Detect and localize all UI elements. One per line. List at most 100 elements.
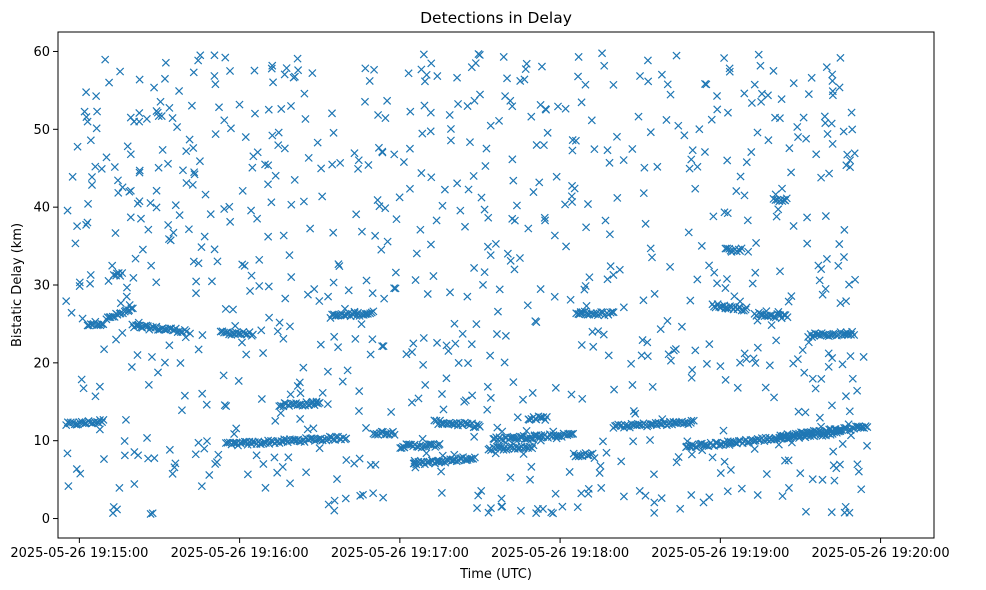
data-point bbox=[687, 490, 696, 500]
data-point bbox=[629, 406, 638, 416]
data-point bbox=[721, 304, 730, 313]
data-point bbox=[622, 422, 631, 431]
data-point bbox=[442, 374, 451, 383]
data-point bbox=[522, 59, 531, 68]
data-point bbox=[301, 114, 310, 123]
data-point bbox=[715, 302, 724, 311]
data-point bbox=[350, 307, 359, 316]
data-point bbox=[410, 456, 419, 465]
data-point bbox=[483, 405, 492, 414]
data-point bbox=[171, 459, 180, 468]
data-point bbox=[674, 121, 683, 130]
data-point bbox=[850, 149, 859, 158]
data-point bbox=[666, 356, 675, 365]
data-point bbox=[843, 150, 852, 159]
data-point bbox=[245, 328, 254, 337]
data-point bbox=[267, 198, 276, 207]
data-point bbox=[497, 435, 506, 444]
data-point bbox=[845, 407, 854, 416]
data-point bbox=[122, 292, 131, 301]
data-point bbox=[380, 294, 389, 303]
data-point bbox=[683, 418, 692, 427]
data-point bbox=[751, 268, 760, 277]
data-point bbox=[582, 301, 591, 310]
data-point bbox=[856, 423, 865, 432]
data-point bbox=[628, 144, 637, 153]
data-point bbox=[99, 415, 108, 424]
data-point bbox=[259, 349, 268, 358]
data-point bbox=[846, 431, 856, 440]
data-point bbox=[828, 70, 837, 79]
data-point bbox=[811, 384, 820, 393]
data-point bbox=[539, 141, 548, 150]
data-point bbox=[804, 90, 813, 99]
data-point bbox=[271, 416, 280, 425]
data-point bbox=[160, 74, 169, 83]
data-point bbox=[568, 197, 577, 206]
data-point bbox=[463, 102, 472, 111]
data-point bbox=[683, 437, 692, 446]
data-point bbox=[387, 407, 396, 416]
data-point bbox=[95, 382, 104, 391]
data-point bbox=[763, 91, 772, 100]
data-point bbox=[72, 464, 81, 474]
data-point bbox=[569, 429, 578, 438]
data-point bbox=[662, 115, 671, 124]
data-point bbox=[113, 176, 122, 185]
y-axis-label: Bistatic Delay (km) bbox=[10, 223, 25, 347]
data-point bbox=[148, 509, 157, 518]
data-point bbox=[757, 97, 766, 106]
data-point bbox=[828, 91, 837, 100]
data-point bbox=[206, 210, 215, 219]
data-point bbox=[658, 415, 667, 424]
data-point bbox=[237, 338, 247, 347]
data-point bbox=[723, 244, 732, 253]
data-point bbox=[509, 378, 518, 387]
data-point bbox=[307, 399, 316, 408]
data-point bbox=[470, 263, 479, 272]
data-point bbox=[486, 121, 495, 130]
data-point bbox=[836, 299, 845, 308]
data-point bbox=[152, 186, 161, 195]
data-point bbox=[637, 351, 646, 360]
data-point bbox=[528, 388, 537, 397]
data-point bbox=[168, 469, 177, 478]
data-point bbox=[357, 320, 366, 329]
data-point bbox=[807, 73, 816, 82]
data-point bbox=[419, 360, 428, 369]
x-tick-label: 2025-05-26 19:18:00 bbox=[491, 546, 629, 561]
data-point bbox=[720, 457, 729, 466]
data-point bbox=[605, 230, 614, 239]
data-point bbox=[848, 125, 857, 134]
data-point bbox=[700, 147, 709, 157]
data-point bbox=[195, 157, 204, 166]
data-point bbox=[276, 409, 285, 418]
data-point bbox=[543, 128, 552, 137]
data-point bbox=[373, 196, 382, 205]
data-point bbox=[775, 114, 784, 123]
data-point bbox=[844, 329, 853, 338]
data-point bbox=[352, 210, 361, 219]
data-point bbox=[366, 350, 375, 359]
data-point bbox=[197, 482, 206, 491]
data-point bbox=[647, 253, 657, 262]
data-point bbox=[640, 163, 649, 172]
data-point bbox=[198, 389, 207, 398]
data-point bbox=[317, 164, 326, 173]
data-point bbox=[812, 150, 821, 159]
data-point bbox=[147, 261, 156, 270]
data-point bbox=[470, 96, 479, 105]
data-point bbox=[188, 180, 197, 189]
data-point bbox=[774, 307, 783, 316]
data-point bbox=[426, 127, 435, 136]
data-point bbox=[741, 305, 750, 314]
data-point bbox=[131, 254, 140, 263]
data-point bbox=[482, 144, 491, 153]
data-point bbox=[120, 451, 129, 460]
data-point bbox=[67, 308, 76, 317]
data-point bbox=[697, 241, 706, 250]
data-point bbox=[863, 441, 872, 450]
data-point bbox=[122, 283, 131, 292]
data-point bbox=[123, 142, 132, 151]
data-point bbox=[207, 277, 216, 286]
